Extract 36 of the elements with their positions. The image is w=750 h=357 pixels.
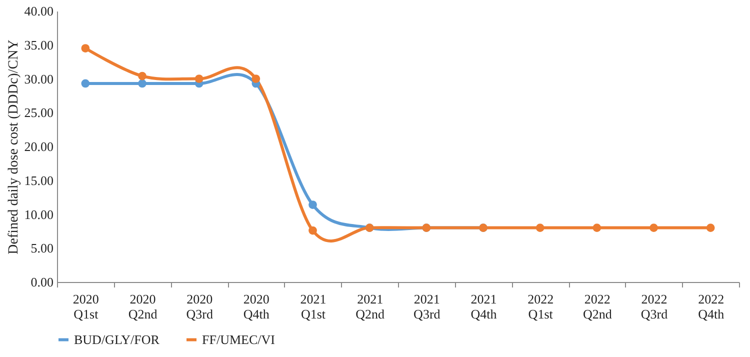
x-tick-label: 2022 Q4th: [698, 292, 725, 322]
x-tick-label: 2022 Q2nd: [582, 292, 612, 322]
point: [308, 200, 317, 209]
x-tick-label: 2022 Q3rd: [640, 292, 668, 322]
x-tick-label: 2020 Q4th: [243, 292, 270, 322]
point: [536, 224, 544, 232]
y-tick-label: 10.00: [24, 206, 54, 222]
y-tick-label: 25.00: [24, 105, 54, 120]
point: [138, 72, 146, 80]
x-tick-label: 2020 Q2nd: [128, 292, 158, 322]
point: [81, 44, 90, 52]
y-tick-label: 35.00: [24, 37, 54, 52]
x-tick-label: 2022 Q1st: [528, 292, 554, 322]
x-tick-label: 2020 Q3rd: [186, 292, 214, 322]
y-tick-label: 40.00: [24, 4, 54, 18]
point: [650, 224, 658, 232]
point: [138, 79, 146, 88]
x-tick-label: 2021 Q4th: [470, 292, 498, 322]
y-tick-label: 0.00: [30, 274, 54, 290]
point: [308, 226, 317, 235]
x-tick-label: 2021 Q2nd: [356, 292, 386, 322]
y-tick-label: 20.00: [24, 139, 54, 154]
point: [81, 79, 90, 88]
legend-label: BUD/GLY/FOR: [74, 332, 160, 347]
point: [706, 224, 715, 232]
x-tick-label: 2021 Q3rd: [414, 292, 441, 322]
legend-label: FF/UMEC/VI: [202, 332, 275, 347]
point: [194, 74, 204, 83]
point: [592, 224, 602, 232]
x-tick-label: 2020 Q1st: [72, 292, 99, 322]
y-tick-label: 15.00: [24, 172, 54, 188]
y-axis-title: Defined daily dose cost (DDDc)/CNY: [6, 40, 22, 254]
x-tick-label: 2021 Q1st: [300, 292, 326, 322]
point: [252, 74, 260, 83]
y-tick-label: 5.00: [30, 240, 54, 256]
y-tick-label: 30.00: [24, 71, 54, 86]
